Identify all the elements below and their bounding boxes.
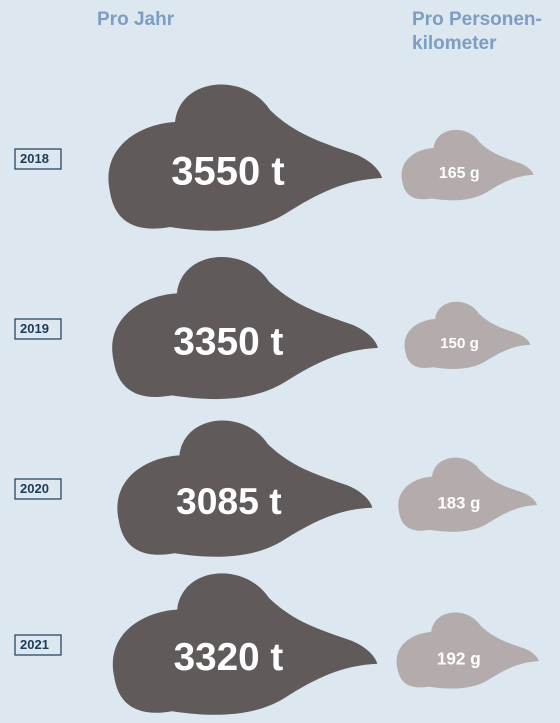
year-label: 2018 xyxy=(20,151,49,166)
value-label: 3350 t xyxy=(173,320,283,363)
value-label: 150 g xyxy=(440,335,479,352)
value-label: 3085 t xyxy=(176,480,282,522)
year-label: 2020 xyxy=(20,481,49,496)
value-label: 165 g xyxy=(439,165,480,182)
value-label: 3550 t xyxy=(171,150,284,194)
value-label: 3320 t xyxy=(174,636,284,679)
value-label: 192 g xyxy=(437,649,481,669)
year-label: 2021 xyxy=(20,637,49,652)
chart: 2018 2019 2020 2021 3550 t 3350 t 3085 t 3320 t… xyxy=(0,0,560,723)
year-label: 2019 xyxy=(20,321,49,336)
page: {"chart_data": {"type": "cloud", "catego… xyxy=(0,0,560,723)
value-label: 183 g xyxy=(437,493,480,512)
